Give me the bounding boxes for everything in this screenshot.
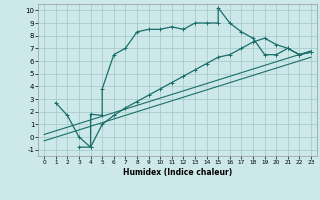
X-axis label: Humidex (Indice chaleur): Humidex (Indice chaleur) [123,168,232,177]
